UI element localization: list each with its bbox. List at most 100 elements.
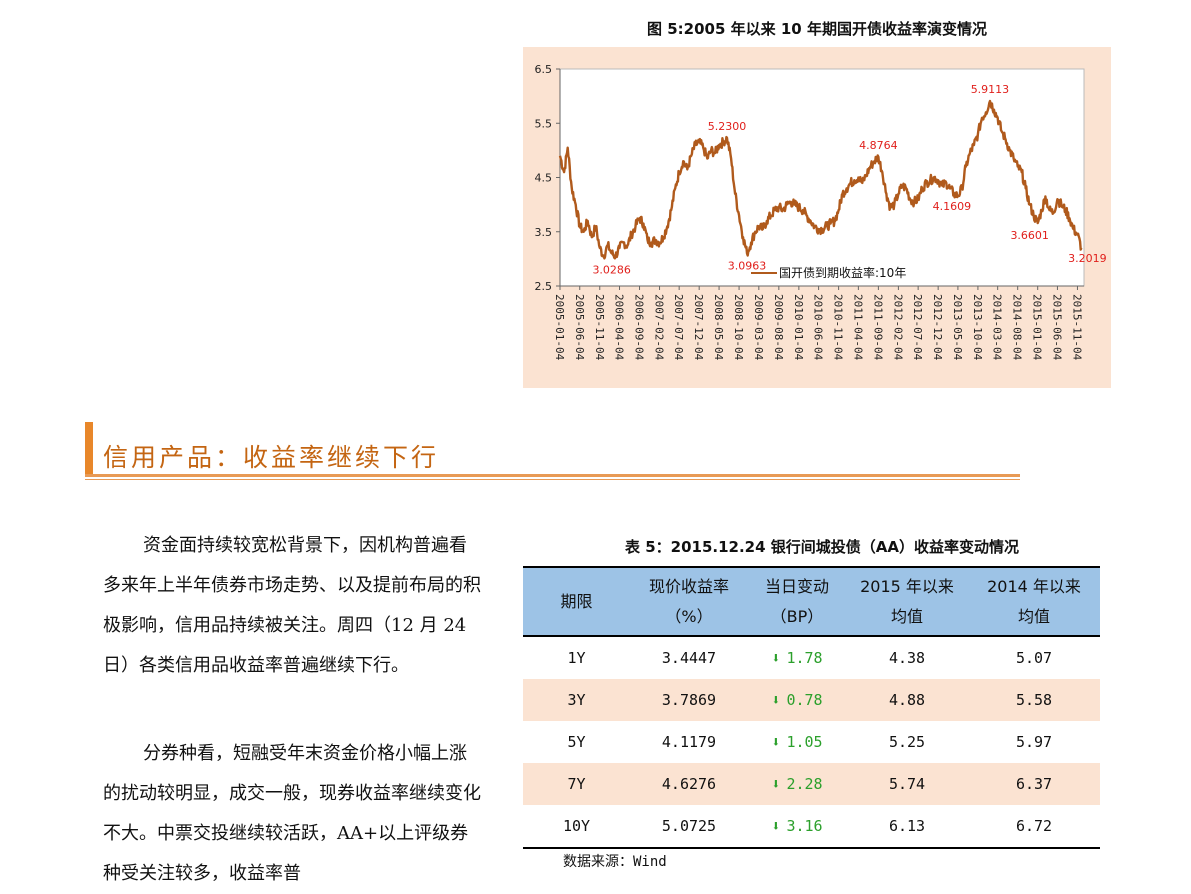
yield-chart: 2.5 3.5 4.5 5.5 6.5 2005-01-04 2005-06-04 2005-… [523, 47, 1111, 388]
yield-cell: 3.4447 [661, 649, 717, 667]
data-label: 4.8764 [859, 139, 898, 152]
header-avg-2015: 2015 年以来 均值 [846, 567, 968, 636]
data-label: 5.9113 [971, 83, 1010, 96]
chart-svg: 2.5 3.5 4.5 5.5 6.5 2005-01-04 2005-06-04 2005-… [535, 63, 1107, 361]
term-cell: 3Y [523, 679, 630, 721]
x-tick-label: 2011-09-04 [871, 294, 884, 361]
table-row: 5Y 4.1179 ⬇ 1.05 5.25 5.97 [523, 721, 1100, 763]
term-cell: 10Y [562, 817, 591, 835]
change-value: 1.05 [786, 733, 823, 751]
avg-2015-cell: 4.88 [846, 679, 968, 721]
change-cell: ⬇ 1.05 [748, 721, 846, 763]
y-tick-label: 3.5 [535, 226, 553, 239]
section-title: 信用产品：收益率继续下行 [103, 443, 440, 472]
x-tick-label: 2012-02-04 [891, 294, 904, 361]
avg-2015-cell: 5.74 [846, 763, 968, 805]
source-note: 数据来源：Wind [563, 854, 667, 870]
header-yield: 现价收益率 （%） [630, 567, 748, 636]
y-tick-label: 4.5 [535, 172, 553, 185]
x-tick-label: 2006-09-04 [633, 294, 646, 361]
data-label: 3.0286 [592, 263, 631, 276]
x-tick-label: 2005-11-04 [593, 294, 606, 361]
change-cell: ⬇ 0.78 [748, 679, 846, 721]
table-row: 7Y 4.6276 ⬇ 2.28 5.74 6.37 [523, 763, 1100, 805]
x-tick-label: 2010-11-04 [832, 294, 845, 361]
figure-title: 图 5:2005 年以来 10 年期国开债收益率演变情况 [647, 20, 987, 38]
x-tick-label: 2014-03-04 [991, 294, 1004, 361]
section-divider-thin [85, 479, 1020, 480]
yield-cell: 4.1179 [661, 733, 717, 751]
avg-2014-cell: 5.97 [1015, 733, 1053, 751]
x-tick-label: 2007-02-04 [653, 294, 666, 361]
term-cell: 5Y [567, 733, 586, 751]
x-tick-label: 2013-05-04 [951, 294, 964, 361]
x-tick-label: 2010-01-04 [792, 294, 805, 361]
down-arrow-icon: ⬇ [771, 691, 781, 709]
data-label: 3.2019 [1068, 252, 1107, 265]
change-cell: ⬇ 3.16 [748, 805, 846, 848]
yield-cell: 5.0725 [661, 817, 717, 835]
x-tick-label: 2012-12-04 [931, 294, 944, 361]
avg-2014-cell: 5.07 [1015, 649, 1053, 667]
table-row: 1Y 3.4447 ⬇ 1.78 4.38 5.07 [523, 636, 1100, 679]
term-cell: 1Y [567, 649, 586, 667]
x-tick-label: 2005-01-04 [553, 294, 566, 361]
x-tick-label: 2009-03-04 [752, 294, 765, 361]
table-row: 10Y 5.0725 ⬇ 3.16 6.13 6.72 [523, 805, 1100, 848]
header-change: 当日变动 （BP） [748, 567, 846, 636]
change-value: 2.28 [786, 775, 823, 793]
down-arrow-icon: ⬇ [771, 649, 781, 667]
x-tick-label: 2007-07-04 [672, 294, 685, 361]
y-tick-label: 6.5 [535, 63, 553, 76]
y-tick-label: 5.5 [535, 117, 553, 130]
avg-2015-cell: 5.25 [888, 733, 926, 751]
x-tick-label: 2011-04-04 [851, 294, 864, 361]
legend-label: 国开债到期收益率:10年 [779, 265, 906, 280]
change-value: 0.78 [786, 691, 823, 709]
x-tick-label: 2008-05-04 [712, 294, 725, 361]
down-arrow-icon: ⬇ [771, 775, 781, 793]
yield-series-line [558, 99, 1083, 260]
x-tick-label: 2007-12-04 [692, 294, 705, 361]
x-tick-label: 2009-08-04 [772, 294, 785, 361]
x-tick-label: 2005-06-04 [573, 294, 586, 361]
paragraph-text: 分券种看，短融受年末资金价格小幅上涨的扰动较明显，成交一般，现券收益率继续变化不… [103, 743, 481, 884]
x-tick-label: 2010-06-04 [812, 294, 825, 361]
term-cell: 7Y [523, 763, 630, 805]
avg-2015-cell: 4.38 [888, 649, 926, 667]
data-label: 4.1609 [933, 200, 972, 213]
x-tick-label: 2014-08-04 [1011, 294, 1024, 361]
header-term: 期限 [523, 567, 630, 636]
table-row: 3Y 3.7869 ⬇ 0.78 4.88 5.58 [523, 679, 1100, 721]
data-label: 3.6601 [1010, 229, 1049, 242]
section-accent-bar [85, 422, 93, 474]
change-value: 3.16 [786, 817, 823, 835]
avg-2014-cell: 5.58 [968, 679, 1100, 721]
change-cell: ⬇ 1.78 [748, 636, 846, 679]
data-label: 3.0963 [728, 260, 767, 273]
x-tick-label: 2015-01-04 [1031, 294, 1044, 361]
plot-area [559, 68, 1085, 287]
avg-2014-cell: 6.72 [1015, 817, 1053, 835]
x-tick-label: 2015-11-04 [1070, 294, 1083, 361]
section-divider [85, 474, 1020, 477]
avg-2015-cell: 6.13 [888, 817, 926, 835]
change-cell: ⬇ 2.28 [748, 763, 846, 805]
table-header-row: 期限 现价收益率 （%） 当日变动 （BP） 2015 年以来 均值 2014 年以来… [523, 567, 1100, 636]
paragraph-2: 分券种看，短融受年末资金价格小幅上涨的扰动较明显，成交一般，现券收益率继续变化不… [103, 734, 483, 894]
yield-cell: 4.6276 [630, 763, 748, 805]
x-tick-label: 2006-04-04 [613, 294, 626, 361]
x-tick-label: 2012-07-04 [911, 294, 924, 361]
x-tick-label: 2008-10-04 [732, 294, 745, 361]
down-arrow-icon: ⬇ [771, 733, 781, 751]
avg-2014-cell: 6.37 [968, 763, 1100, 805]
paragraph-1: 资金面持续较宽松背景下，因机构普遍看多来年上半年债券市场走势、以及提前布局的积极… [103, 526, 483, 686]
header-avg-2014: 2014 年以来 均值 [968, 567, 1100, 636]
table-title: 表 5：2015.12.24 银行间城投债（AA）收益率变动情况 [625, 538, 1019, 556]
yield-table: 期限 现价收益率 （%） 当日变动 （BP） 2015 年以来 均值 2014 年以来… [523, 566, 1100, 849]
y-tick-label: 2.5 [535, 280, 553, 293]
x-tick-label: 2015-06-04 [1050, 294, 1063, 361]
data-label: 5.2300 [708, 120, 747, 133]
paragraph-text: 资金面持续较宽松背景下，因机构普遍看多来年上半年债券市场走势、以及提前布局的积极… [103, 535, 481, 676]
yield-cell: 3.7869 [630, 679, 748, 721]
